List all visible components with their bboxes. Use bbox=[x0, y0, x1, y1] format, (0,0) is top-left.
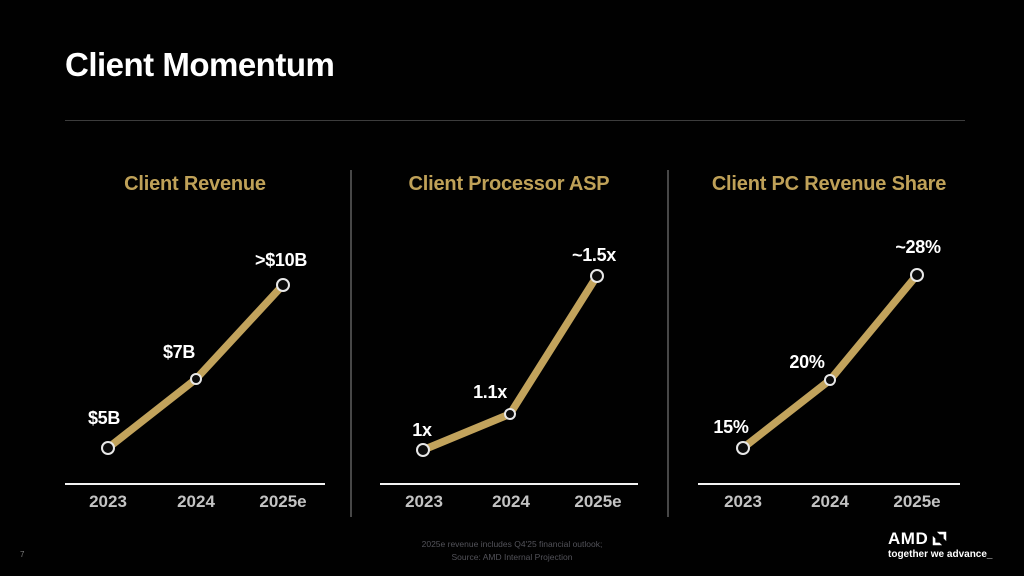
page-title: Client Momentum bbox=[65, 46, 335, 83]
footnote-line-1: 2025e revenue includes Q4'25 financial o… bbox=[421, 539, 603, 549]
chart-panel-client-revenue: Client Revenue $5B $7B >$10B 2023 2024 2… bbox=[65, 165, 325, 525]
chart-title-client-revenue: Client Revenue bbox=[124, 173, 266, 195]
panel-divider-line bbox=[350, 170, 352, 517]
data-label: 1x bbox=[412, 420, 432, 440]
data-label: >$10B bbox=[254, 250, 308, 270]
data-label: ~28% bbox=[895, 237, 941, 257]
x-tick-label: 2025e bbox=[574, 492, 622, 511]
data-label: $7B bbox=[162, 342, 196, 362]
chart-title-client-pc-revenue-share: Client PC Revenue Share bbox=[711, 173, 947, 195]
chart-panel-client-pc-revenue-share: Client PC Revenue Share 15% 20% ~28% 202… bbox=[698, 165, 960, 525]
data-label: 15% bbox=[713, 417, 749, 437]
x-tick-label: 2025e bbox=[893, 492, 941, 511]
title-divider-line bbox=[65, 120, 965, 121]
client-pc-revenue-share-line-chart bbox=[736, 268, 924, 455]
data-label: 20% bbox=[789, 352, 825, 372]
brand-tagline: together we advance_ bbox=[888, 549, 993, 560]
x-tick-label: 2024 bbox=[811, 492, 849, 511]
page-number: 7 bbox=[20, 550, 25, 559]
x-axis-line bbox=[65, 483, 325, 485]
x-tick-label: 2023 bbox=[405, 492, 443, 511]
amd-logo-text: AMD bbox=[888, 529, 929, 548]
footnote-line-2: Source: AMD Internal Projection bbox=[451, 552, 573, 562]
x-tick-label: 2024 bbox=[492, 492, 530, 511]
x-tick-label: 2023 bbox=[724, 492, 762, 511]
x-axis-line bbox=[698, 483, 960, 485]
x-tick-label: 2025e bbox=[259, 492, 307, 511]
data-label: ~1.5x bbox=[571, 245, 617, 265]
client-revenue-line-chart bbox=[101, 278, 290, 455]
x-tick-label: 2024 bbox=[177, 492, 215, 511]
chart-title-client-processor-asp: Client Processor ASP bbox=[408, 173, 610, 195]
amd-arrow-icon bbox=[932, 531, 947, 546]
client-processor-asp-line-chart bbox=[416, 269, 604, 457]
panel-divider-line bbox=[667, 170, 669, 517]
footnote: 2025e revenue includes Q4'25 financial o… bbox=[0, 538, 1024, 564]
data-label: 1.1x bbox=[473, 382, 507, 402]
data-label: $5B bbox=[87, 408, 121, 428]
x-tick-label: 2023 bbox=[89, 492, 127, 511]
chart-panel-client-processor-asp: Client Processor ASP 1x 1.1x ~1.5x 2023 … bbox=[380, 165, 638, 525]
brand-block: AMD together we advance_ bbox=[888, 530, 998, 560]
x-axis-line bbox=[380, 483, 638, 485]
